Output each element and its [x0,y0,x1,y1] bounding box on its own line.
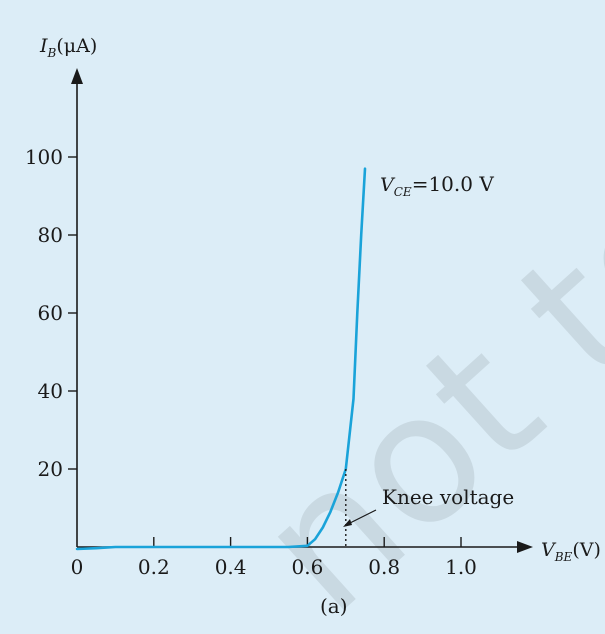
knee-pointer-arrowhead [343,519,352,527]
x-tick-label: 0.6 [291,555,323,579]
series-label-subscript: CE [394,185,412,199]
y-axis-arrow [71,68,83,84]
knee-pointer-line [347,509,377,525]
x-axis-ticks: 0 0.2 0.4 0.6 0.8 1.0 [71,537,477,579]
y-axis-symbol: I [39,35,48,57]
x-tick-label: 1.0 [445,555,477,579]
series-label-value: =10.0 V [412,172,495,196]
y-tick-label: 100 [25,145,63,169]
y-axis-subscript: B [47,46,57,60]
y-tick-label: 60 [38,301,63,325]
y-axis-unit: (μA) [56,35,97,57]
y-tick-label: 40 [38,379,63,403]
x-tick-label: 0.2 [138,555,170,579]
knee-voltage-label: Knee voltage [382,485,514,509]
figure-caption: (a) [320,594,348,618]
x-axis-arrow [517,541,533,553]
y-axis-ticks: 20 40 60 80 100 [25,145,77,481]
x-axis-symbol: V [541,539,557,561]
series-label-symbol: V [380,174,396,196]
y-axis-title: IB(μA) [39,35,97,60]
y-tick-label: 20 [38,457,63,481]
series-line-vce-10v [75,167,367,551]
series-label: VCE=10.0 V [380,172,494,199]
x-tick-label: 0.8 [368,555,400,579]
x-tick-label: 0 [71,555,84,579]
x-axis-unit: (V) [572,539,601,561]
x-axis-subscript: BE [554,550,573,564]
x-axis-title: VBE(V) [541,539,601,564]
y-tick-label: 80 [38,223,63,247]
x-tick-label: 0.4 [215,555,247,579]
